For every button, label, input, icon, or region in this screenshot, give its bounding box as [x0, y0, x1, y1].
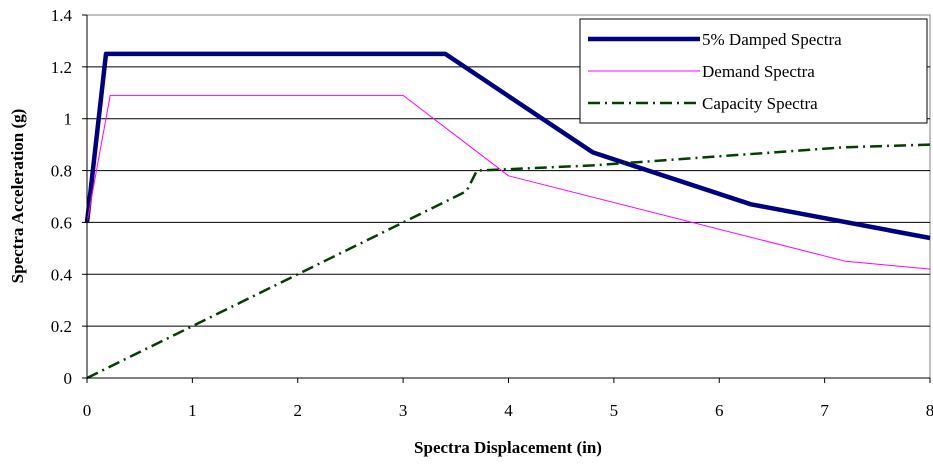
x-tick-label: 6	[715, 401, 724, 420]
series-line-3	[86, 143, 931, 380]
legend: 5% Damped Spectra Demand Spectra Capacity …	[579, 18, 928, 124]
x-tick-label: 0	[83, 401, 92, 420]
x-tick-label: 1	[188, 401, 197, 420]
y-tick-label: 0.8	[51, 162, 72, 181]
legend-label-2: Demand Spectra	[702, 62, 815, 81]
x-tick-label: 8	[926, 401, 933, 420]
y-tick-labels: 0 0.2 0.4 0.6 0.8 1 1.2 1.4	[51, 6, 87, 388]
y-tick-label: 1.4	[51, 6, 73, 25]
x-tick-label: 4	[504, 401, 513, 420]
x-tick-label: 7	[820, 401, 829, 420]
y-tick-label: 1.2	[51, 58, 72, 77]
series-lines	[84, 51, 931, 380]
legend-label-3: Capacity Spectra	[702, 94, 818, 113]
y-tick-label: 0.6	[51, 213, 72, 232]
y-tick-label: 0.2	[51, 317, 72, 336]
y-tick-label: 0	[64, 369, 73, 388]
y-tick-label: 1	[64, 110, 73, 129]
x-axis-label: Spectra Displacement (in)	[414, 438, 602, 457]
x-tick-label: 2	[294, 401, 303, 420]
series-line-1	[84, 51, 931, 241]
series-line-2	[86, 94, 931, 270]
y-tick-label: 0.4	[51, 265, 73, 284]
y-axis-label: Spectra Acceleration (g)	[8, 109, 27, 284]
x-tick-label: 5	[610, 401, 619, 420]
legend-label-1: 5% Damped Spectra	[702, 30, 842, 49]
x-tick-labels: 0 1 2 3 4 5 6 7 8	[83, 378, 933, 420]
x-tick-label: 3	[399, 401, 408, 420]
